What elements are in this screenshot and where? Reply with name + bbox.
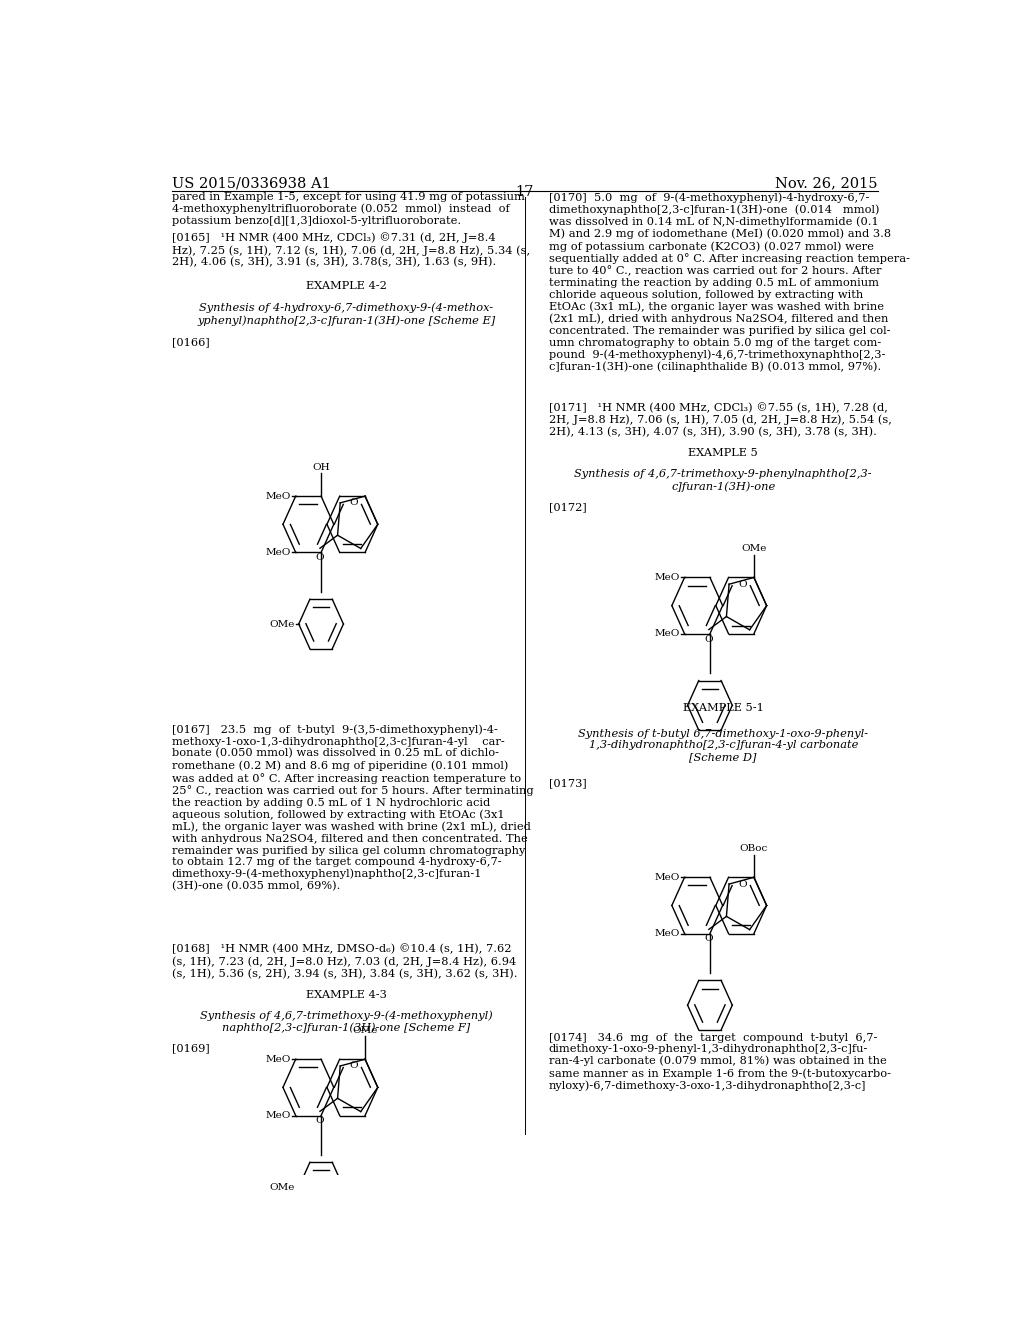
Text: 17: 17 <box>516 185 534 199</box>
Text: [0172]: [0172] <box>549 502 587 512</box>
Text: [0169]: [0169] <box>172 1044 209 1053</box>
Text: Synthesis of 4,6,7-trimethoxy-9-(4-methoxyphenyl)
naphtho[2,3-c]furan-1(3H)-one : Synthesis of 4,6,7-trimethoxy-9-(4-metho… <box>200 1010 493 1034</box>
Text: MeO: MeO <box>265 491 291 500</box>
Text: [0167]   23.5  mg  of  t-butyl  9-(3,5-dimethoxyphenyl)-4-
methoxy-1-oxo-1,3-dih: [0167] 23.5 mg of t-butyl 9-(3,5-dimetho… <box>172 725 534 891</box>
Text: [0173]: [0173] <box>549 779 587 788</box>
Text: MeO: MeO <box>265 548 291 557</box>
Text: OMe: OMe <box>269 619 295 628</box>
Text: OMe: OMe <box>269 1183 295 1192</box>
Text: Synthesis of 4-hydroxy-6,7-dimethoxy-9-(4-methox-
yphenyl)naphtho[2,3-c]furan-1(: Synthesis of 4-hydroxy-6,7-dimethoxy-9-(… <box>197 302 496 326</box>
Text: O: O <box>315 1117 325 1126</box>
Text: [0168]   ¹H NMR (400 MHz, DMSO-d₆) ©10.4 (s, 1H), 7.62
(s, 1H), 7.23 (d, 2H, J=8: [0168] ¹H NMR (400 MHz, DMSO-d₆) ©10.4 (… <box>172 944 517 979</box>
Text: O: O <box>705 935 713 944</box>
Text: EXAMPLE 5: EXAMPLE 5 <box>688 447 758 458</box>
Text: [0174]   34.6  mg  of  the  target  compound  t-butyl  6,7-
dimethoxy-1-oxo-9-ph: [0174] 34.6 mg of the target compound t-… <box>549 1032 891 1090</box>
Text: [0170]  5.0  mg  of  9-(4-methoxyphenyl)-4-hydroxy-6,7-
dimethoxynaphtho[2,3-c]f: [0170] 5.0 mg of 9-(4-methoxyphenyl)-4-h… <box>549 191 909 372</box>
Text: [0165]   ¹H NMR (400 MHz, CDCl₃) ©7.31 (d, 2H, J=8.4
Hz), 7.25 (s, 1H), 7.12 (s,: [0165] ¹H NMR (400 MHz, CDCl₃) ©7.31 (d,… <box>172 232 529 268</box>
Text: Synthesis of t-butyl 6,7-dimethoxy-1-oxo-9-phenyl-
1,3-dihydronaphtho[2,3-c]fura: Synthesis of t-butyl 6,7-dimethoxy-1-oxo… <box>579 729 868 762</box>
Text: EXAMPLE 4-3: EXAMPLE 4-3 <box>306 990 387 999</box>
Text: OBoc: OBoc <box>739 843 768 853</box>
Text: MeO: MeO <box>654 573 680 582</box>
Text: MeO: MeO <box>654 630 680 639</box>
Text: Synthesis of 4,6,7-trimethoxy-9-phenylnaphtho[2,3-
c]furan-1(3H)-one: Synthesis of 4,6,7-trimethoxy-9-phenylna… <box>574 470 872 491</box>
Text: [0171]   ¹H NMR (400 MHz, CDCl₃) ©7.55 (s, 1H), 7.28 (d,
2H, J=8.8 Hz), 7.06 (s,: [0171] ¹H NMR (400 MHz, CDCl₃) ©7.55 (s,… <box>549 403 892 437</box>
Text: O: O <box>350 1061 358 1071</box>
Text: [0166]: [0166] <box>172 338 209 347</box>
Text: MeO: MeO <box>654 929 680 939</box>
Text: OMe: OMe <box>741 544 767 553</box>
Text: O: O <box>705 635 713 644</box>
Text: US 2015/0336938 A1: US 2015/0336938 A1 <box>172 177 331 190</box>
Text: EXAMPLE 4-2: EXAMPLE 4-2 <box>306 281 387 292</box>
Text: MeO: MeO <box>654 873 680 882</box>
Text: pared in Example 1-5, except for using 41.9 mg of potassium
4-methoxyphenyltrifl: pared in Example 1-5, except for using 4… <box>172 191 524 226</box>
Text: O: O <box>315 553 325 562</box>
Text: MeO: MeO <box>265 1055 291 1064</box>
Text: OMe: OMe <box>352 1026 378 1035</box>
Text: MeO: MeO <box>265 1111 291 1121</box>
Text: O: O <box>738 879 748 888</box>
Text: O: O <box>350 499 358 507</box>
Text: O: O <box>738 579 748 589</box>
Text: EXAMPLE 5-1: EXAMPLE 5-1 <box>683 704 764 713</box>
Text: Nov. 26, 2015: Nov. 26, 2015 <box>775 177 878 190</box>
Text: OH: OH <box>312 463 330 471</box>
